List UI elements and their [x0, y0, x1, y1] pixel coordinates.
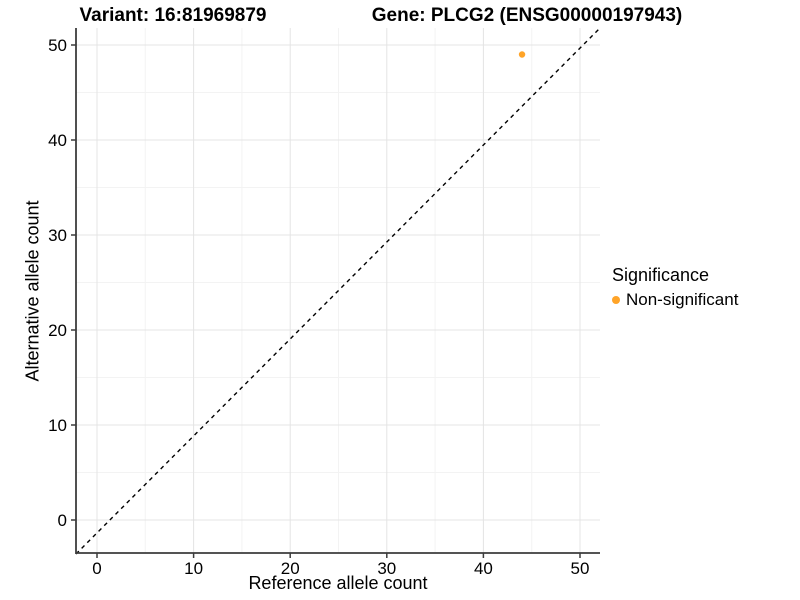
y-tick-label: 30 [48, 226, 67, 245]
x-axis-title: Reference allele count [248, 573, 428, 593]
y-tick-label: 50 [48, 36, 67, 55]
y-axis-title: Alternative allele count [22, 200, 43, 382]
legend-title: Significance [612, 265, 710, 285]
legend-color-dot-icon [612, 296, 620, 304]
x-tick-label: 40 [474, 559, 493, 578]
data-point [518, 51, 526, 58]
y-tick-label: 10 [48, 416, 67, 435]
x-tick-label: 0 [92, 559, 101, 578]
x-tick-label: 10 [184, 559, 203, 578]
y-tick-label: 40 [48, 131, 67, 150]
x-tick-label: 20 [281, 559, 300, 578]
identity-reference-line [75, 28, 600, 555]
gene-title: Gene: PLCG2 (ENSG00000197943) [371, 5, 683, 26]
y-tick-label: 20 [48, 321, 67, 340]
x-tick-label: 30 [377, 559, 396, 578]
variant-title: Variant: 16:81969879 [79, 5, 267, 26]
legend-item-label: Non-significant [626, 290, 739, 309]
y-tick-label: 0 [58, 511, 67, 530]
x-tick-label: 50 [571, 559, 590, 578]
legend-item: Non-significant [612, 290, 738, 310]
legend: Significance Non-significant [612, 265, 738, 310]
